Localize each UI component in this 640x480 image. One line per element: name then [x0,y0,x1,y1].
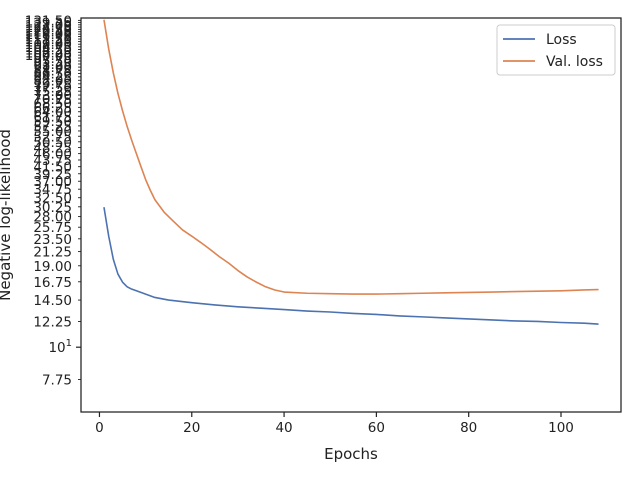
y-tick-label: 127.00 [25,18,72,34]
y-tick-label: 97.75 [33,51,72,67]
y-tick-label: 57.25 [33,119,72,135]
y-tick-label: 28.00 [33,210,72,226]
y-tick-label: 32.50 [33,191,72,207]
y-tick-label: 21.25 [33,245,72,261]
y-tick-label: 68.50 [33,96,72,112]
x-tick-label: 20 [183,420,200,436]
legend-label-1: Val. loss [546,54,603,70]
y-tick-label: 64.00 [33,105,72,121]
y-tick-label: 104.50 [25,43,72,59]
y-tick-label: 41.50 [33,160,72,176]
y-tick-label: 55.00 [33,124,72,140]
y-tick-label: 7.75 [42,373,72,389]
y-tick-label: 61.75 [33,109,72,125]
y-tick-label: 91.00 [33,60,72,76]
y-tick-label: 14.50 [33,293,72,309]
y-tick-label: 82.00 [33,73,72,89]
y-tick-label: 59.50 [33,114,72,130]
y-tick-label: 70.75 [33,92,72,108]
y-tick-label: 46.00 [33,147,72,163]
x-tick-label: 100 [548,420,574,436]
y-tick-label: 118.00 [25,27,72,43]
plot-background [81,18,621,412]
y-tick-label: 122.50 [25,22,72,38]
y-tick-label: 109.00 [25,37,72,53]
y-major-tick-label: 101 [48,338,72,356]
x-tick-label: 80 [460,420,477,436]
y-tick-label: 100.00 [25,48,72,64]
series-layer [103,19,599,325]
y-tick-label: 88.75 [33,63,72,79]
y-tick-label: 12.25 [33,314,72,330]
y-tick-label: 23.50 [33,232,72,248]
x-tick-label: 0 [95,420,104,436]
y-tick-label: 86.50 [33,67,72,83]
y-tick-label: 102.25 [25,45,72,61]
series-line-1 [103,19,599,295]
y-axis-label: Negative log-likelihood [0,129,14,301]
series-line-0 [103,207,599,325]
y-tick-label: 50.50 [33,135,72,151]
y-tick-label: 19.00 [33,259,72,275]
legend-label-0: Loss [546,32,577,48]
y-ticks: 7.75 12.25 14.50 16.7519.0021.2523.5025.752… [25,13,81,389]
y-tick-label: 124.75 [25,20,72,36]
y-tick-label: 113.50 [25,32,72,48]
y-tick-label: 73.00 [33,88,72,104]
y-tick-label: 95.50 [33,54,72,70]
y-tick-label: 52.75 [33,129,72,145]
x-ticks: 0 20 40 60 80 100 [95,412,574,436]
y-tick-label: 30.25 [33,200,72,216]
y-tick-label: 106.75 [25,40,72,56]
legend-box [496,24,616,76]
y-tick-label: 111.25 [25,35,72,51]
y-tick-label: 131.50 [25,13,72,29]
y-tick-label: 84.25 [33,70,72,86]
y-tick-label: 79.75 [33,77,72,93]
x-axis-label: Epochs [324,445,378,463]
x-tick-label: 60 [368,420,385,436]
x-tick-label: 40 [275,420,292,436]
y-tick-label: 48.25 [33,141,72,157]
y-tick-label: 75.25 [33,84,72,100]
y-tick-label: 25.75 [33,220,72,236]
legend: Loss Val. loss [496,24,616,76]
y-tick-label: 43.75 [33,153,72,169]
y-tick-label: 77.50 [33,80,72,96]
plot-frame [80,17,622,413]
y-tick-label: 37.00 [33,174,72,190]
y-tick-label: 129.25 [25,16,72,32]
y-tick-label: 16.75 [33,275,72,291]
y-tick-label: 39.25 [33,167,72,183]
y-tick-label: 66.25 [33,100,72,116]
y-tick-label: 34.75 [33,182,72,198]
y-tick-label: 93.25 [33,57,72,73]
y-tick-label: 115.75 [25,30,72,46]
y-tick-label: 120.25 [25,25,72,41]
